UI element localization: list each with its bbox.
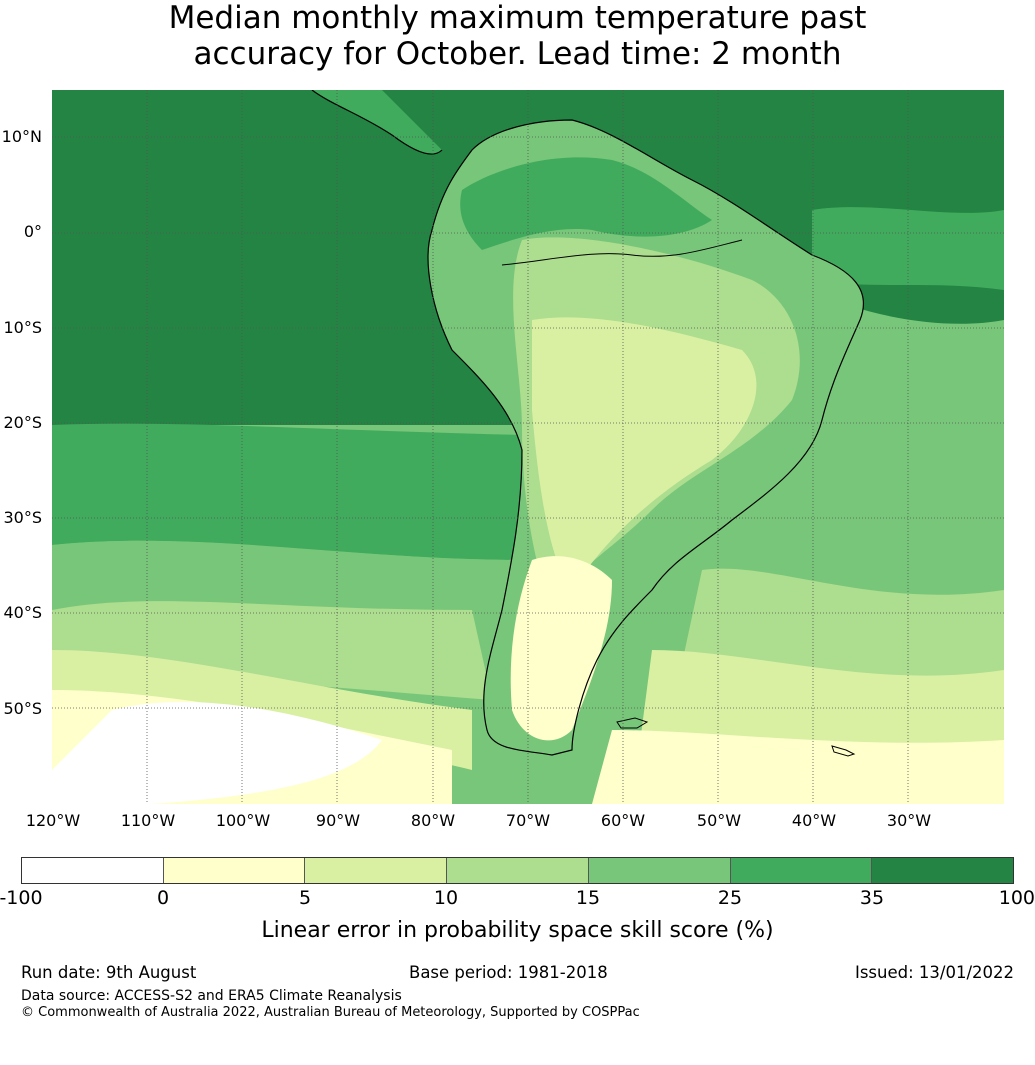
colorbar-segment xyxy=(730,858,873,883)
title-line-1: Median monthly maximum temperature past xyxy=(168,0,867,36)
colorbar-tick: 15 xyxy=(575,887,601,909)
lon-label-100w: 100°W xyxy=(215,811,271,830)
lon-label-90w: 90°W xyxy=(315,811,361,830)
map-svg xyxy=(52,90,1004,804)
lon-label-50w: 50°W xyxy=(696,811,742,830)
lat-label-10n: 10°N xyxy=(1,127,42,146)
lon-label-60w: 60°W xyxy=(600,811,646,830)
colorbar-segment xyxy=(872,858,1014,883)
lon-label-70w: 70°W xyxy=(505,811,551,830)
skill-map xyxy=(52,90,1004,804)
lat-label-10s: 10°S xyxy=(3,318,42,337)
coastline-central-america xyxy=(311,90,443,155)
lat-label-40s: 40°S xyxy=(3,603,42,622)
graticule xyxy=(52,90,1004,804)
colorbar-tick: 100 xyxy=(998,887,1035,909)
colorbar-segment xyxy=(163,858,306,883)
base-period: Base period: 1981-2018 xyxy=(409,963,608,982)
lat-label-20s: 20°S xyxy=(3,413,42,432)
title-line-2: accuracy for October. Lead time: 2 month xyxy=(193,36,842,72)
atlantic-band-0to5 xyxy=(592,730,1004,804)
lon-label-30w: 30°W xyxy=(886,811,932,830)
colorbar xyxy=(21,857,1014,884)
amazon-river xyxy=(501,239,743,266)
land-south-0to5 xyxy=(510,556,612,741)
colorbar-segment xyxy=(588,858,731,883)
central-america-land xyxy=(312,90,442,155)
lat-label-0: 0° xyxy=(23,222,42,241)
lat-label-50s: 50°S xyxy=(3,699,42,718)
colorbar-tick: 0 xyxy=(156,887,170,909)
data-source: Data source: ACCESS-S2 and ERA5 Climate … xyxy=(21,988,402,1004)
land-interior-5to10 xyxy=(532,317,757,590)
copyright: © Commonwealth of Australia 2022, Austra… xyxy=(21,1005,640,1020)
colorbar-tick: 35 xyxy=(859,887,885,909)
south-georgia-island xyxy=(831,745,856,757)
colorbar-tick: 5 xyxy=(298,887,312,909)
colorbar-tick: 25 xyxy=(717,887,743,909)
lon-label-80w: 80°W xyxy=(410,811,456,830)
colorbar-segment xyxy=(305,858,448,883)
lon-label-40w: 40°W xyxy=(791,811,837,830)
colorbar-segment xyxy=(22,858,164,883)
lat-label-30s: 30°S xyxy=(3,508,42,527)
run-date: Run date: 9th August xyxy=(21,963,197,982)
lon-label-110w: 110°W xyxy=(120,811,176,830)
pacific-band-25to35 xyxy=(52,423,522,560)
colorbar-label: Linear error in probability space skill … xyxy=(261,918,774,943)
colorbar-segment xyxy=(447,858,589,883)
colorbar-tick: 10 xyxy=(433,887,459,909)
atlantic-band-25to35 xyxy=(812,207,1004,290)
land-north-25to35 xyxy=(460,157,712,250)
lon-label-120w: 120°W xyxy=(25,811,81,830)
chart-title: Median monthly maximum temperature past … xyxy=(0,0,1035,72)
pacific-band-lt0 xyxy=(52,701,382,804)
issued-date: Issued: 13/01/2022 xyxy=(854,963,1014,982)
colorbar-tick: -100 xyxy=(0,887,43,909)
falkland-islands xyxy=(616,717,649,729)
